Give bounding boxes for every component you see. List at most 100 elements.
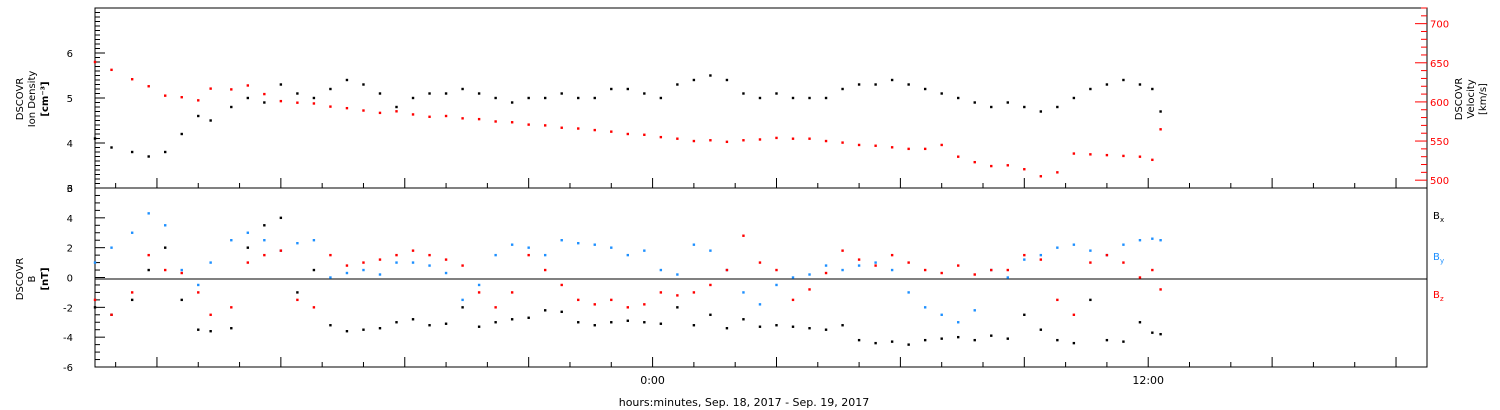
velocity-point xyxy=(874,144,877,147)
velocity-point xyxy=(461,117,464,120)
bz-point xyxy=(1138,276,1142,279)
velocity-point xyxy=(577,127,580,130)
density-point xyxy=(197,114,200,118)
bz-point xyxy=(725,268,729,272)
bx-point xyxy=(973,338,976,342)
velocity-point xyxy=(643,133,646,136)
legend-bx: B xyxy=(1433,211,1440,222)
density-point xyxy=(147,155,150,158)
bx-point xyxy=(1072,341,1076,345)
by-point xyxy=(1023,258,1026,261)
by-point xyxy=(874,261,877,264)
bx-point xyxy=(577,321,580,324)
bz-point xyxy=(1105,253,1109,257)
bx-point xyxy=(378,327,382,330)
by-point xyxy=(461,298,464,302)
top-left-tick-label: 6 xyxy=(67,49,73,60)
bz-point xyxy=(230,306,233,309)
bx-point xyxy=(197,328,200,331)
density-point xyxy=(874,83,877,86)
top-right-ylabel-line3: [km/s] xyxy=(1478,83,1489,115)
legend-bx-subscript: x xyxy=(1440,216,1444,224)
velocity-point xyxy=(923,147,927,151)
bz-point xyxy=(874,264,877,267)
bz-point xyxy=(907,261,910,264)
by-point xyxy=(1151,237,1154,240)
density-point xyxy=(411,96,415,100)
velocity-point xyxy=(197,99,200,102)
velocity-point xyxy=(890,146,894,149)
bx-point xyxy=(824,328,828,331)
bz-point xyxy=(940,271,943,275)
bz-point xyxy=(610,298,613,302)
density-point xyxy=(180,132,183,136)
top-left-tick-label: 5 xyxy=(67,94,73,105)
bz-point xyxy=(742,234,745,237)
velocity-point xyxy=(378,111,382,115)
velocity-point xyxy=(329,105,332,108)
bx-point xyxy=(1105,338,1109,342)
by-point xyxy=(808,273,811,276)
bz-point xyxy=(1072,313,1076,316)
by-point xyxy=(791,276,795,279)
density-point xyxy=(510,101,514,104)
top-left-ylabel-line2: Ion Density xyxy=(27,71,38,128)
legend-by: B xyxy=(1433,252,1440,263)
bz-point xyxy=(510,291,514,294)
by-point xyxy=(709,249,712,252)
velocity-series xyxy=(93,60,1162,178)
velocity-point xyxy=(1159,128,1162,131)
density-point xyxy=(428,92,431,95)
by-point xyxy=(577,241,580,245)
by-point xyxy=(1006,276,1009,279)
bx-point xyxy=(444,322,448,325)
density-point xyxy=(494,96,497,100)
legend-bz-subscript: z xyxy=(1440,295,1444,303)
velocity-point xyxy=(510,121,514,124)
velocity-point xyxy=(659,135,663,139)
bz-point xyxy=(808,288,811,291)
bx-point xyxy=(263,224,266,227)
bx-point xyxy=(1056,338,1059,342)
bx-point xyxy=(709,313,712,316)
bx-series xyxy=(93,216,1162,346)
density-point xyxy=(230,105,233,109)
by-point xyxy=(296,241,299,245)
bz-point xyxy=(444,258,448,261)
bz-point xyxy=(709,283,712,287)
by-point xyxy=(824,264,828,267)
bx-point xyxy=(1089,298,1092,302)
bz-point xyxy=(164,268,167,272)
bz-point xyxy=(329,253,332,257)
density-point xyxy=(725,78,729,82)
bx-point xyxy=(1039,328,1043,331)
density-point xyxy=(477,92,481,95)
density-point xyxy=(362,83,365,86)
bz-point xyxy=(1151,268,1154,272)
by-point xyxy=(411,261,415,264)
by-point xyxy=(543,253,547,257)
density-point xyxy=(329,87,332,91)
bx-point xyxy=(395,321,398,324)
by-point xyxy=(841,268,844,272)
bx-point xyxy=(990,334,993,337)
velocity-point xyxy=(543,124,547,127)
by-point xyxy=(742,291,745,294)
by-point xyxy=(209,261,212,264)
bz-point xyxy=(560,283,563,287)
bz-point xyxy=(593,303,596,306)
density-point xyxy=(1138,83,1142,86)
bz-point xyxy=(296,298,299,302)
velocity-point xyxy=(147,85,150,88)
velocity-point xyxy=(345,106,349,110)
density-point xyxy=(1159,110,1162,113)
density-point xyxy=(742,92,745,95)
bz-point xyxy=(279,249,283,252)
density-point xyxy=(758,96,762,100)
bx-point xyxy=(890,340,894,343)
bz-point xyxy=(263,253,266,257)
by-point xyxy=(923,306,927,309)
velocity-point xyxy=(230,88,233,91)
bx-point xyxy=(1151,331,1154,334)
